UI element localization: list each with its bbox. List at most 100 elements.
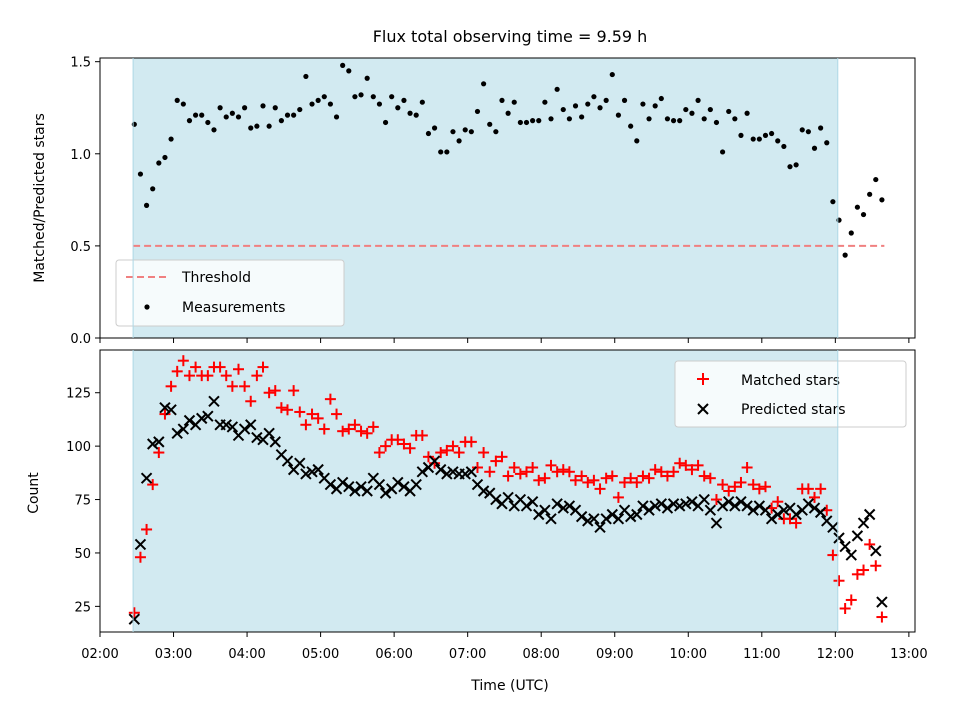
matched-star-point <box>441 444 453 456</box>
measurement-point <box>603 97 609 103</box>
matched-star-point <box>839 603 851 614</box>
measurement-point <box>499 97 505 103</box>
measurement-point <box>493 129 499 135</box>
predicted-star-point <box>263 427 275 440</box>
matched-star-point <box>864 538 876 550</box>
measurement-point <box>597 105 603 111</box>
matched-star-point <box>508 462 520 473</box>
measurement-point <box>284 112 291 118</box>
measurement-point <box>689 110 695 116</box>
matched-star-point <box>576 470 588 482</box>
matched-star-point <box>361 427 373 439</box>
matched-star-point <box>128 607 140 619</box>
predicted-star-point <box>680 498 692 510</box>
x-tick-label: 06:00 <box>375 647 412 662</box>
matched-star-point <box>692 459 704 471</box>
predicted-star-point <box>349 485 361 497</box>
measurement-point <box>180 101 186 107</box>
matched-star-point <box>735 476 747 488</box>
predicted-star-point <box>563 500 576 512</box>
measurement-point <box>572 103 579 109</box>
x-tick-label: 05:00 <box>302 647 339 662</box>
measurement-point <box>419 99 425 105</box>
predicted-star-point <box>128 613 141 625</box>
y-tick-label: 1.0 <box>70 148 91 163</box>
predicted-star-point <box>624 510 637 523</box>
predicted-star-point <box>379 487 392 499</box>
matched-star-point <box>490 455 502 467</box>
predicted-star-point <box>146 438 159 450</box>
measurement-point <box>805 129 811 135</box>
predicted-star-point <box>477 485 490 497</box>
predicted-star-point <box>575 510 588 523</box>
matched-star-point <box>527 462 539 473</box>
predicted-star-point <box>863 508 876 521</box>
legend-matched-swatch <box>697 373 709 385</box>
matched-star-point <box>870 560 882 572</box>
predicted-star-point <box>140 472 153 484</box>
y-tick-label: 0.0 <box>70 332 91 347</box>
measurement-point <box>530 118 536 124</box>
predicted-stars-series <box>128 395 888 625</box>
measurement-point <box>444 149 450 155</box>
measurement-point <box>621 97 628 103</box>
measurement-point <box>143 202 150 208</box>
measurement-point <box>756 136 762 142</box>
matched-star-point <box>239 380 251 392</box>
measurement-point <box>162 154 168 161</box>
predicted-star-point <box>637 500 649 512</box>
measurement-point <box>352 94 358 100</box>
matched-star-point <box>539 472 551 484</box>
measurement-point <box>713 119 720 126</box>
count-plot-frame <box>99 349 916 633</box>
predicted-star-point <box>526 495 539 508</box>
predicted-star-point <box>343 481 355 493</box>
measurement-point <box>842 252 848 258</box>
predicted-star-point <box>716 500 729 512</box>
measurement-point <box>297 106 303 113</box>
matched-star-point <box>153 447 165 459</box>
measurements-series <box>131 62 885 258</box>
matched-star-point <box>729 481 741 493</box>
matched-star-point <box>349 419 361 431</box>
measurement-point <box>860 211 867 218</box>
matched-star-point <box>784 513 796 525</box>
predicted-star-point <box>336 476 349 489</box>
measurement-point <box>389 94 395 100</box>
matched-star-point <box>674 457 686 469</box>
measurement-point <box>523 119 530 126</box>
matched-star-point <box>606 470 618 482</box>
matched-star-point <box>269 385 281 397</box>
y-tick-label: 100 <box>66 440 91 455</box>
matched-star-point <box>520 466 532 478</box>
predicted-star-point <box>667 498 680 510</box>
predicted-star-point <box>723 495 735 508</box>
matched-star-point <box>398 438 410 450</box>
predicted-star-point <box>710 517 723 529</box>
measurement-point <box>836 217 842 223</box>
predicted-star-point <box>416 466 429 478</box>
matched-star-point <box>331 408 343 420</box>
measurement-point <box>186 118 193 124</box>
predicted-star-point <box>208 395 220 407</box>
x-tick-label: 04:00 <box>228 647 265 662</box>
measurement-point <box>628 123 634 129</box>
matched-star-point <box>876 611 888 623</box>
predicted-star-point <box>441 468 453 480</box>
predicted-star-point <box>490 493 502 506</box>
measurement-point <box>150 186 156 192</box>
matched-star-point <box>655 466 667 478</box>
predicted-star-point <box>539 504 551 516</box>
x-tick-label: 03:00 <box>155 647 192 662</box>
measurement-point <box>585 101 591 107</box>
matched-star-point <box>668 466 680 478</box>
predicted-star-point <box>447 466 459 478</box>
predicted-star-point <box>226 421 239 433</box>
matched-star-point <box>753 483 765 495</box>
measurement-point <box>266 123 272 129</box>
measurement-point <box>652 103 658 109</box>
measurement-point <box>548 116 554 122</box>
matched-star-point <box>484 466 496 478</box>
count-legend-box <box>674 360 907 428</box>
measurement-point <box>340 62 346 68</box>
